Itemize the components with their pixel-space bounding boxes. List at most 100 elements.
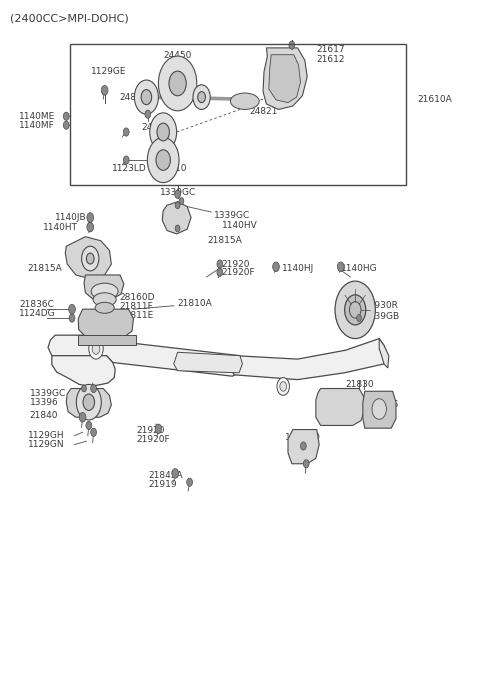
Circle shape (179, 198, 184, 205)
Circle shape (69, 304, 75, 314)
Polygon shape (379, 339, 389, 368)
Polygon shape (78, 309, 133, 337)
Text: 1129GE: 1129GE (91, 67, 127, 77)
Circle shape (134, 80, 158, 114)
Text: 24450: 24450 (163, 51, 192, 60)
Text: 24810: 24810 (158, 163, 187, 173)
Text: 21830: 21830 (346, 380, 374, 389)
Circle shape (349, 302, 361, 318)
Circle shape (63, 121, 69, 129)
Text: (2400CC>MPI-DOHC): (2400CC>MPI-DOHC) (10, 14, 128, 24)
Ellipse shape (95, 302, 114, 313)
Circle shape (175, 202, 180, 209)
Circle shape (92, 343, 100, 354)
Circle shape (91, 384, 96, 393)
Text: 21811E: 21811E (119, 311, 153, 320)
Circle shape (86, 421, 92, 430)
Circle shape (101, 86, 108, 95)
Circle shape (79, 412, 86, 422)
Text: 28160D: 28160D (119, 293, 155, 302)
Polygon shape (162, 202, 191, 234)
Circle shape (303, 460, 309, 468)
Text: 21836C: 21836C (19, 300, 54, 309)
Circle shape (372, 399, 386, 419)
Text: 1140HT: 1140HT (43, 222, 78, 232)
Polygon shape (230, 339, 386, 380)
Text: 1140MF: 1140MF (19, 120, 55, 130)
Circle shape (63, 112, 69, 120)
Circle shape (289, 41, 295, 49)
Text: 21919: 21919 (149, 479, 178, 489)
Polygon shape (288, 430, 319, 464)
Text: 21610A: 21610A (418, 94, 452, 104)
Text: 21815A: 21815A (208, 236, 242, 246)
Text: 1124DG: 1124DG (19, 308, 56, 318)
Polygon shape (48, 335, 242, 376)
Text: 1140HJ: 1140HJ (282, 263, 314, 273)
Text: 1339GC: 1339GC (30, 389, 66, 398)
Circle shape (158, 56, 197, 111)
Text: 1339GC: 1339GC (214, 211, 250, 220)
Circle shape (337, 262, 344, 272)
Polygon shape (66, 389, 111, 417)
Polygon shape (363, 391, 396, 428)
Text: 21612: 21612 (317, 55, 345, 64)
Circle shape (175, 190, 180, 198)
Text: 24836: 24836 (142, 122, 170, 132)
Text: 1140JB: 1140JB (55, 213, 87, 222)
Circle shape (82, 385, 86, 392)
Polygon shape (269, 55, 300, 103)
Bar (70, 44, 406, 185)
Circle shape (86, 253, 94, 264)
Text: 21845A: 21845A (149, 471, 183, 480)
Ellipse shape (93, 293, 116, 306)
Circle shape (357, 315, 361, 321)
Polygon shape (84, 275, 124, 300)
Text: 21814S: 21814S (326, 414, 360, 423)
Text: 21920F: 21920F (222, 268, 255, 278)
Text: 21814S: 21814S (365, 400, 399, 410)
Text: 21920: 21920 (222, 259, 250, 269)
Text: 21811F: 21811F (119, 302, 153, 311)
Circle shape (157, 123, 169, 141)
Circle shape (82, 246, 99, 271)
Circle shape (217, 268, 223, 276)
Circle shape (69, 314, 75, 322)
Text: 1339GB: 1339GB (364, 311, 400, 321)
Text: 1123LD: 1123LD (112, 163, 146, 173)
Text: 1140HV: 1140HV (222, 221, 258, 231)
Text: 21810A: 21810A (178, 298, 212, 308)
Circle shape (87, 222, 94, 232)
Circle shape (172, 469, 179, 478)
Ellipse shape (230, 93, 259, 109)
Circle shape (83, 394, 95, 410)
Polygon shape (316, 389, 365, 425)
Text: 21920F: 21920F (137, 434, 170, 444)
Circle shape (300, 442, 306, 450)
Polygon shape (65, 237, 111, 279)
Text: 13396: 13396 (30, 397, 59, 407)
Text: 21920: 21920 (137, 425, 165, 435)
Text: 1140ME: 1140ME (19, 111, 56, 121)
Circle shape (280, 382, 287, 391)
Circle shape (273, 262, 279, 272)
Text: 1339GC: 1339GC (159, 188, 196, 198)
Circle shape (335, 281, 375, 339)
Circle shape (187, 478, 192, 486)
Text: 21840: 21840 (30, 411, 58, 421)
Circle shape (76, 384, 101, 420)
Polygon shape (263, 48, 307, 109)
Text: 21617: 21617 (317, 44, 346, 54)
Text: 1129GH: 1129GH (28, 431, 64, 440)
Circle shape (145, 110, 151, 118)
Circle shape (175, 225, 180, 232)
Polygon shape (52, 356, 115, 386)
Circle shape (156, 150, 170, 170)
Circle shape (169, 71, 186, 96)
Text: 21930R: 21930R (364, 301, 399, 311)
Circle shape (277, 378, 289, 395)
Circle shape (155, 424, 162, 434)
Text: 1129GN: 1129GN (28, 440, 64, 449)
Polygon shape (174, 352, 242, 373)
Circle shape (89, 339, 103, 359)
